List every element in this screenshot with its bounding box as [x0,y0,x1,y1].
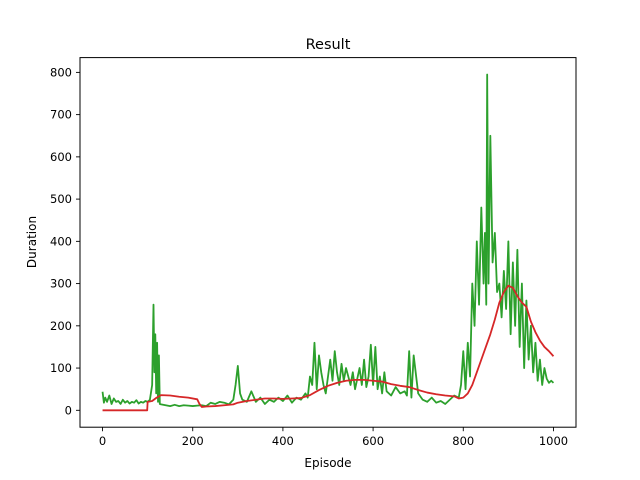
y-tick-label: 100 [50,361,72,375]
series-lines [101,73,555,412]
series-line-1 [101,73,555,407]
y-axis-ticks: 0 100 200 300 400 500 600 700 800 [50,65,80,417]
y-tick-label: 300 [50,277,72,291]
x-tick-label: 1000 [539,434,568,448]
x-axis-ticks: 0 200 400 600 800 1000 [99,427,568,448]
y-tick-label: 500 [50,192,72,206]
axes-frame [79,57,577,428]
y-tick-label: 400 [50,234,72,248]
series-line-2 [102,284,555,412]
x-tick-label: 600 [362,434,384,448]
x-tick-label: 200 [182,434,204,448]
y-tick-label: 700 [50,108,72,122]
x-tick-label: 0 [99,434,106,448]
y-tick-label: 800 [50,65,72,79]
x-tick-label: 400 [272,434,294,448]
chart-title: Result [306,37,351,53]
x-tick-label: 800 [452,434,474,448]
x-axis-label: Episode [304,456,351,470]
y-axis-label: Duration [25,216,39,268]
y-tick-label: 200 [50,319,72,333]
y-tick-label: 0 [65,403,72,417]
y-tick-label: 600 [50,150,72,164]
